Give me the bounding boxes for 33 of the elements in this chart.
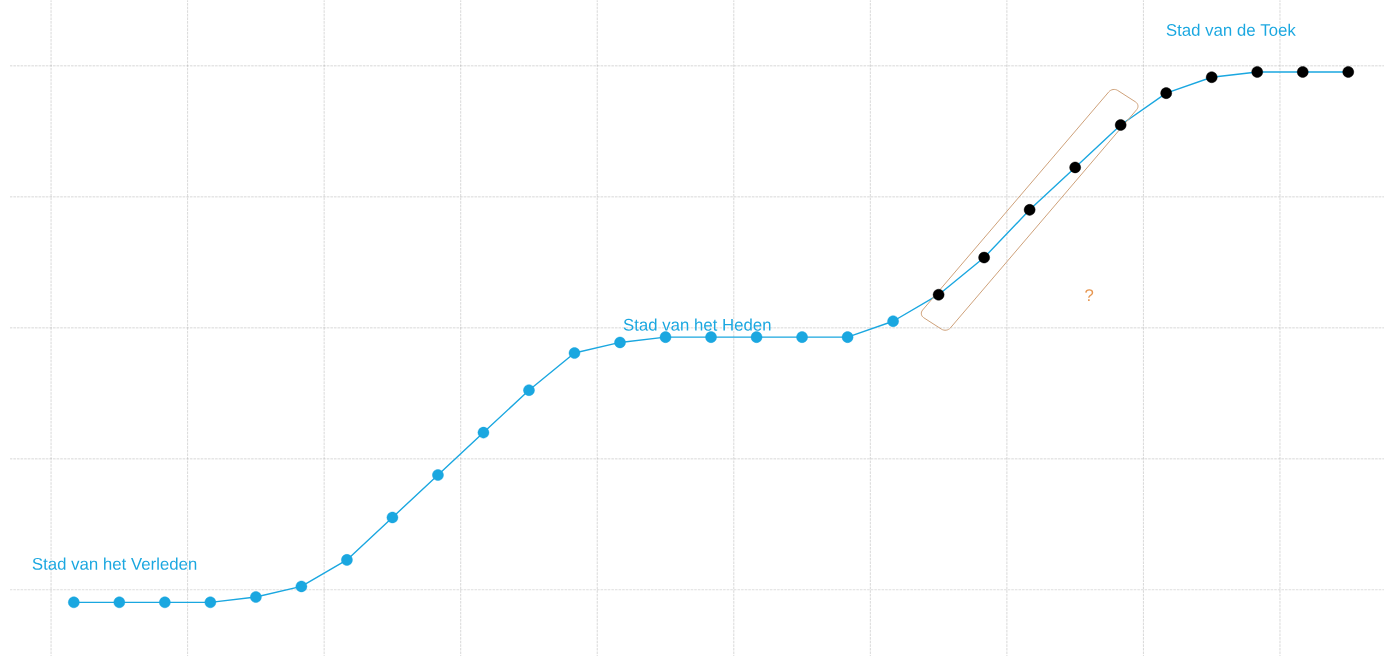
point — [1342, 65, 1354, 78]
point — [1160, 87, 1172, 99]
text: Stad van de Toek — [1166, 23, 1296, 36]
point — [295, 580, 308, 592]
point — [614, 336, 626, 348]
point — [841, 331, 854, 343]
point — [523, 384, 535, 396]
point — [68, 596, 80, 608]
point — [250, 591, 262, 603]
point — [887, 315, 899, 327]
point — [1069, 161, 1081, 173]
point — [386, 511, 399, 523]
point — [477, 426, 490, 439]
point — [659, 331, 672, 343]
point — [1114, 119, 1127, 131]
point — [113, 596, 126, 608]
point — [568, 347, 581, 359]
point — [750, 331, 763, 343]
point — [1205, 71, 1218, 83]
point — [341, 553, 353, 566]
point — [1023, 203, 1036, 216]
point — [705, 331, 717, 343]
point — [796, 331, 808, 343]
annotation: Stad van het Verleden — [32, 557, 197, 570]
annotation: ? — [1085, 289, 1094, 301]
point — [1251, 65, 1263, 78]
point — [978, 251, 990, 264]
point — [204, 596, 217, 608]
point — [159, 596, 171, 608]
annotation: Stad van het Heden — [623, 318, 771, 331]
point — [932, 288, 945, 301]
point — [432, 469, 444, 481]
point — [1297, 65, 1309, 78]
